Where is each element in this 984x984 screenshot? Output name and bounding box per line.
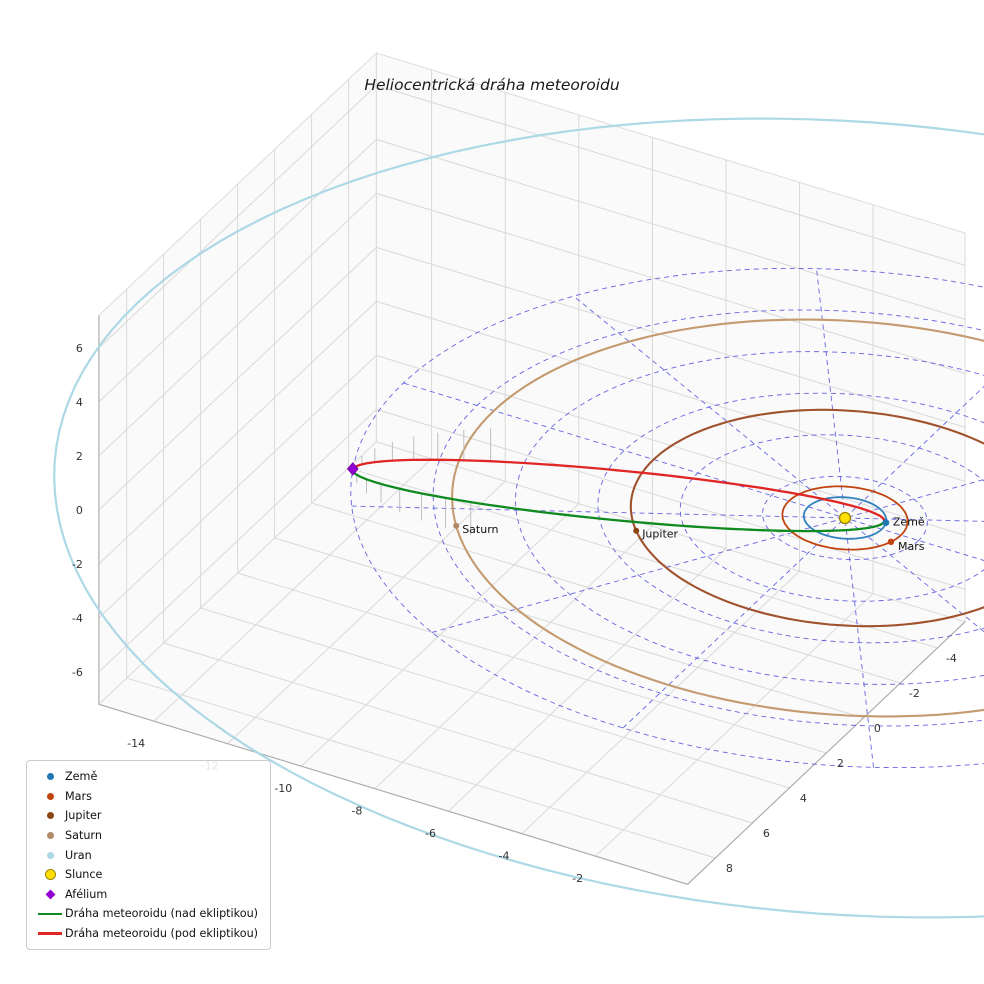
legend-item-label: Dráha meteoroidu (pod ekliptikou) <box>65 927 259 941</box>
y-tick-label: 4 <box>800 792 807 805</box>
legend-item-label: Jupiter <box>65 809 102 823</box>
orbit-Jupiter <box>629 408 984 628</box>
y-tick-label: -4 <box>946 652 957 665</box>
legend-marker-cell <box>35 912 65 916</box>
legend-marker-cell <box>35 832 65 840</box>
legend-item-label: Mars <box>65 789 92 803</box>
legend-marker-cell <box>35 792 65 800</box>
legend-item: Uran <box>35 845 258 865</box>
meteoroid-stems <box>352 428 492 535</box>
x-tick-label: -6 <box>425 827 436 840</box>
aphelion-marker <box>346 462 359 476</box>
legend-item-label: Afélium <box>65 887 108 901</box>
meteoroid-path-above <box>351 467 886 533</box>
legend-item: Země <box>35 767 258 787</box>
planet-dot <box>633 527 640 534</box>
planet-orbits <box>53 117 984 919</box>
planet-dot <box>882 519 890 526</box>
planet-markers: Země Mars Jupiter Saturn <box>453 516 925 553</box>
planet-label: Saturn <box>462 523 498 536</box>
orbit-Zeme <box>802 496 888 540</box>
legend-marker-diamond-icon <box>45 889 55 900</box>
legend-item-label: Země <box>65 770 98 784</box>
z-tick-label: 6 <box>76 342 83 355</box>
legend-marker-cell <box>35 932 65 935</box>
z-tick-label: 4 <box>76 396 83 409</box>
legend-item-label: Uran <box>65 848 92 862</box>
planet-dot <box>887 538 895 545</box>
legend-marker-cell <box>35 812 65 820</box>
legend-item: Slunce <box>35 865 258 885</box>
polar-grid <box>350 267 984 769</box>
legend-marker-cell <box>35 869 65 881</box>
z-tick-label: 0 <box>76 504 83 517</box>
planet-label: Mars <box>898 540 925 553</box>
x-tick-label: -14 <box>127 737 145 750</box>
legend-marker-cell <box>35 851 65 859</box>
legend-marker-dot-icon <box>46 851 54 859</box>
legend-marker-cell <box>35 889 65 900</box>
z-tick-label: 2 <box>76 450 83 463</box>
y-tick-label: 6 <box>763 827 770 840</box>
legend-item: Dráha meteoroidu (nad ekliptikou) <box>35 904 258 924</box>
meteoroid-path-below <box>351 458 886 524</box>
legend-marker-line-icon <box>38 932 62 935</box>
legend-marker-cell <box>35 773 65 781</box>
legend-marker-dot-icon <box>46 812 54 820</box>
legend-item-label: Dráha meteoroidu (nad ekliptikou) <box>65 907 259 921</box>
sun-marker <box>838 511 852 525</box>
legend-item: Jupiter <box>35 806 258 826</box>
z-tick-label: -4 <box>72 612 83 625</box>
orbit-Saturn <box>451 318 984 718</box>
legend-marker-line-icon <box>38 912 62 916</box>
orbit-Uran <box>53 117 984 919</box>
x-tick-label: -8 <box>351 805 362 818</box>
y-tick-label: 2 <box>837 757 844 770</box>
x-tick-label: -4 <box>499 850 510 863</box>
y-tick-label: -2 <box>909 687 920 700</box>
y-tick-label: 0 <box>874 722 881 735</box>
legend-item: Saturn <box>35 826 258 846</box>
legend-item: Dráha meteoroidu (pod ekliptikou) <box>35 924 258 944</box>
legend-item: Mars <box>35 787 258 807</box>
y-tick-label: 8 <box>726 862 733 875</box>
z-tick-label: -2 <box>72 558 83 571</box>
legend-marker-dot-icon <box>46 792 54 800</box>
axes-edges <box>98 315 966 885</box>
orbit-Mars <box>781 485 909 551</box>
planet-label: Jupiter <box>641 528 678 541</box>
legend: Země Mars Jupiter Saturn Uran Slunce Afélium Dr… <box>26 760 272 951</box>
planet-label: Země <box>893 516 925 529</box>
chart-title: Heliocentrická dráha meteoroidu <box>364 76 620 94</box>
z-tick-label: -6 <box>72 666 83 679</box>
legend-marker-circle-outline-icon <box>44 869 56 881</box>
planet-dot <box>453 522 460 529</box>
x-tick-label: -10 <box>274 782 292 795</box>
x-tick-label: -2 <box>572 872 583 885</box>
legend-item-label: Slunce <box>65 868 103 882</box>
legend-marker-dot-icon <box>46 773 54 781</box>
legend-item-label: Saturn <box>65 829 102 843</box>
legend-marker-dot-icon <box>46 832 54 840</box>
legend-item: Afélium <box>35 885 258 905</box>
